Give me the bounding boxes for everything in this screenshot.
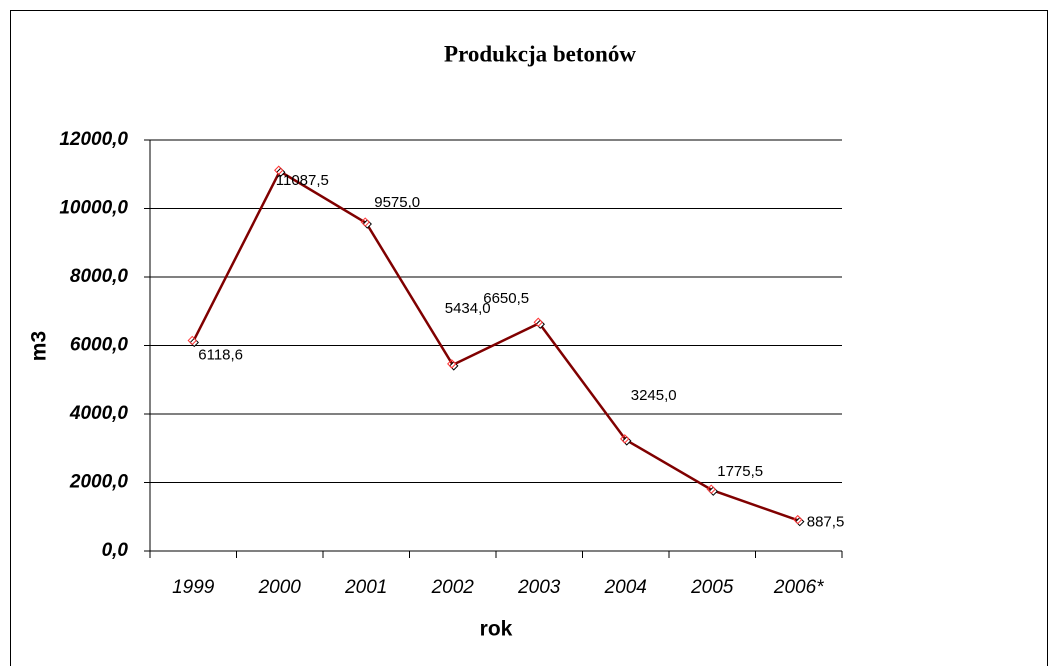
marker <box>187 335 197 346</box>
marker <box>706 484 716 494</box>
x-tick-label: 2001 <box>344 577 387 598</box>
x-tick-label: 2006* <box>773 577 824 598</box>
marker <box>620 434 630 444</box>
data-label: 3245,0 <box>631 387 677 404</box>
x-tick-label: 1999 <box>172 577 215 598</box>
y-tick-label: 10000,0 <box>59 198 128 219</box>
marker <box>360 217 370 227</box>
marker <box>274 165 284 175</box>
x-tick-label: 2002 <box>431 577 475 598</box>
data-label: 6650,5 <box>483 290 529 307</box>
data-label: 887,5 <box>807 514 845 531</box>
x-tick-label: 2000 <box>258 577 302 598</box>
x-tick-label: 2005 <box>690 577 734 598</box>
marker <box>447 359 457 369</box>
x-axis-label: rok <box>480 618 513 641</box>
chart-title: Produkcja betonów <box>444 41 636 66</box>
y-tick-label: 2000,0 <box>69 472 129 493</box>
y-tick-label: 0,0 <box>102 540 129 561</box>
data-label: 5434,0 <box>445 300 491 317</box>
y-tick-label: 8000,0 <box>70 266 129 287</box>
y-axis-label: m3 <box>28 331 51 361</box>
x-tick-label: 2004 <box>604 577 647 598</box>
marker <box>793 514 803 525</box>
marker <box>533 317 543 327</box>
data-label: 11087,5 <box>276 172 329 189</box>
data-label: 9575,0 <box>374 194 420 211</box>
y-tick-label: 4000,0 <box>69 403 129 424</box>
y-tick-label: 6000,0 <box>70 335 129 356</box>
y-tick-label: 12000,0 <box>59 129 128 150</box>
chart-frame <box>10 10 1048 666</box>
x-tick-label: 2003 <box>517 577 561 598</box>
series-line <box>192 169 800 522</box>
data-label: 1775,5 <box>717 463 763 480</box>
data-label: 6118,6 <box>198 346 243 363</box>
